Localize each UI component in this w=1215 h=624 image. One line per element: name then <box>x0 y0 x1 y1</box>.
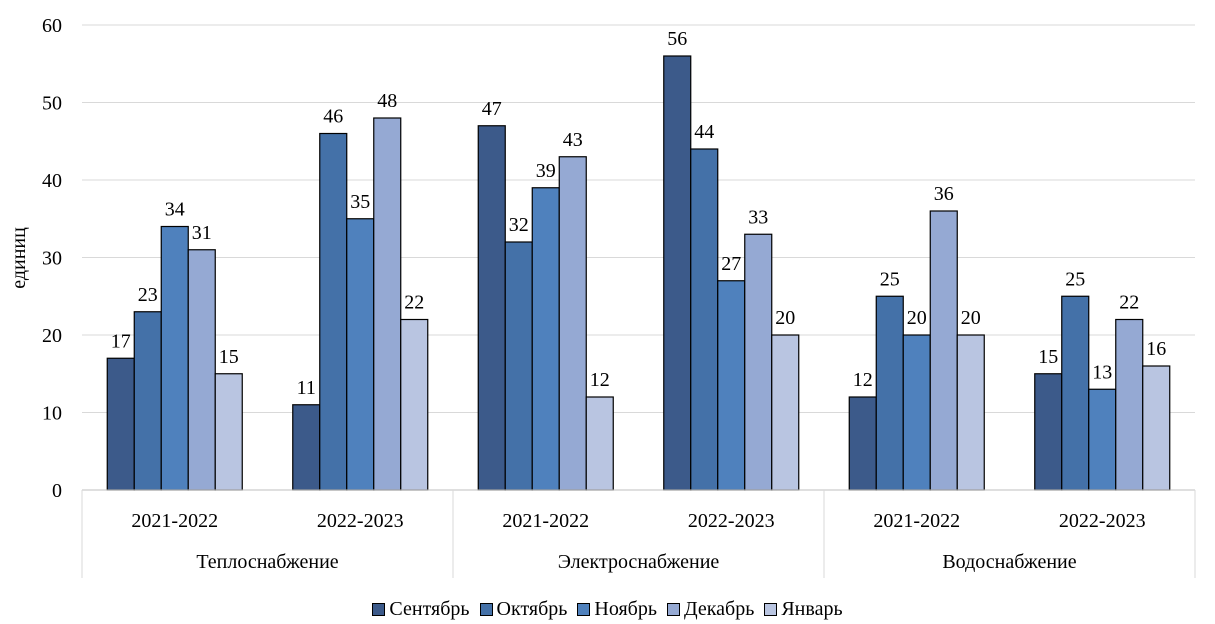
data-label: 43 <box>563 129 583 151</box>
data-label: 15 <box>219 346 239 368</box>
data-label: 17 <box>111 330 131 352</box>
data-label: 46 <box>323 106 343 128</box>
bar <box>902 334 931 491</box>
x-axis: 2021-2022 2022-2023 2021-2022 2022-2023 2021… <box>81 489 1196 578</box>
y-tick-label: 60 <box>42 15 62 37</box>
bar <box>400 318 429 491</box>
data-label: 39 <box>536 160 556 182</box>
legend-item: Ноябрь <box>577 598 657 621</box>
x-tick-label: 2022-2023 <box>317 510 404 532</box>
data-label: 25 <box>880 268 900 290</box>
x-tick-label: 2021-2022 <box>502 510 589 532</box>
bar <box>504 241 533 491</box>
data-label: 11 <box>297 377 316 399</box>
data-label: 12 <box>590 369 610 391</box>
bars <box>106 55 1171 491</box>
y-axis: 0 10 20 30 40 50 60 <box>42 15 62 502</box>
bar <box>875 295 904 491</box>
data-label: 47 <box>482 98 502 120</box>
x-group-label: Теплоснабжение <box>196 551 338 573</box>
bar <box>956 334 985 491</box>
data-labels: 17 23 34 31 15 11 46 35 48 22 47 32 39 43 12 56 44 27 33 20… <box>111 28 1167 399</box>
bar <box>531 187 560 491</box>
bar <box>929 210 958 491</box>
data-label: 44 <box>694 121 714 143</box>
bar <box>214 373 243 491</box>
x-group-label: Электроснабжение <box>558 551 720 573</box>
bar <box>690 148 719 491</box>
bar <box>133 311 162 491</box>
data-label: 34 <box>165 199 185 221</box>
bar <box>1115 318 1144 491</box>
data-label: 33 <box>748 206 768 228</box>
data-label: 22 <box>1119 292 1139 314</box>
bar <box>477 125 506 491</box>
data-label: 35 <box>350 191 370 213</box>
legend-swatch <box>577 602 591 616</box>
legend-label: Октябрь <box>496 597 568 620</box>
bar <box>558 156 587 491</box>
data-label: 31 <box>192 222 212 244</box>
legend-swatch <box>666 602 680 616</box>
x-tick-label: 2021-2022 <box>873 510 960 532</box>
y-tick-label: 0 <box>52 480 62 502</box>
data-label: 20 <box>961 307 981 329</box>
legend-label: Январь <box>781 597 843 620</box>
chart: 17 23 34 31 15 11 46 35 48 22 47 32 39 43 12 56 44 27 33 20… <box>8 15 1196 578</box>
legend-item: Январь <box>764 597 843 621</box>
bar <box>187 249 216 491</box>
data-label: 56 <box>667 28 687 50</box>
data-label: 22 <box>404 292 424 314</box>
bar <box>1034 373 1063 491</box>
data-label: 36 <box>934 183 954 205</box>
bar <box>346 218 375 491</box>
x-tick-label: 2021-2022 <box>131 510 218 532</box>
y-tick-label: 30 <box>42 248 62 270</box>
data-label: 32 <box>509 214 529 236</box>
data-label: 13 <box>1092 361 1112 383</box>
bar <box>1142 365 1171 491</box>
bar <box>744 233 773 491</box>
bar <box>292 404 321 491</box>
gridlines <box>82 24 1195 413</box>
legend: Сентябрь Октябрь Ноябрь Декабрь Январь <box>0 594 1215 624</box>
legend-item: Сентябрь <box>372 597 470 621</box>
legend-label: Сентябрь <box>389 597 470 620</box>
data-label: 27 <box>721 253 741 275</box>
bar <box>717 280 746 491</box>
bar <box>1061 295 1090 491</box>
bar <box>373 117 402 491</box>
y-tick-label: 50 <box>42 93 62 115</box>
x-tick-label: 2022-2023 <box>1059 510 1146 532</box>
y-tick-label: 10 <box>42 403 62 425</box>
data-label: 25 <box>1065 268 1085 290</box>
data-label: 48 <box>377 90 397 112</box>
legend-swatch <box>479 602 493 616</box>
y-tick-label: 40 <box>42 170 62 192</box>
data-label: 16 <box>1146 338 1166 360</box>
bar <box>848 396 877 491</box>
data-label: 20 <box>907 307 927 329</box>
data-label: 15 <box>1038 346 1058 368</box>
legend-label: Ноябрь <box>594 597 657 620</box>
x-group-label: Водоснабжение <box>942 551 1076 573</box>
bar <box>106 357 135 491</box>
legend-item: Декабрь <box>666 597 755 621</box>
bar <box>585 396 614 491</box>
bar <box>319 132 348 491</box>
legend-swatch <box>372 602 386 616</box>
bar <box>160 225 189 491</box>
y-tick-label: 20 <box>42 325 62 347</box>
x-tick-label: 2022-2023 <box>688 510 775 532</box>
legend-item: Октябрь <box>479 597 568 621</box>
bar <box>663 55 692 491</box>
legend-label: Декабрь <box>683 597 755 620</box>
data-label: 23 <box>138 284 158 306</box>
data-label: 20 <box>775 307 795 329</box>
bar <box>1088 388 1117 491</box>
legend-swatch <box>764 602 778 616</box>
y-axis-label: единиц <box>8 227 30 289</box>
bar <box>771 334 800 491</box>
data-label: 12 <box>853 369 873 391</box>
